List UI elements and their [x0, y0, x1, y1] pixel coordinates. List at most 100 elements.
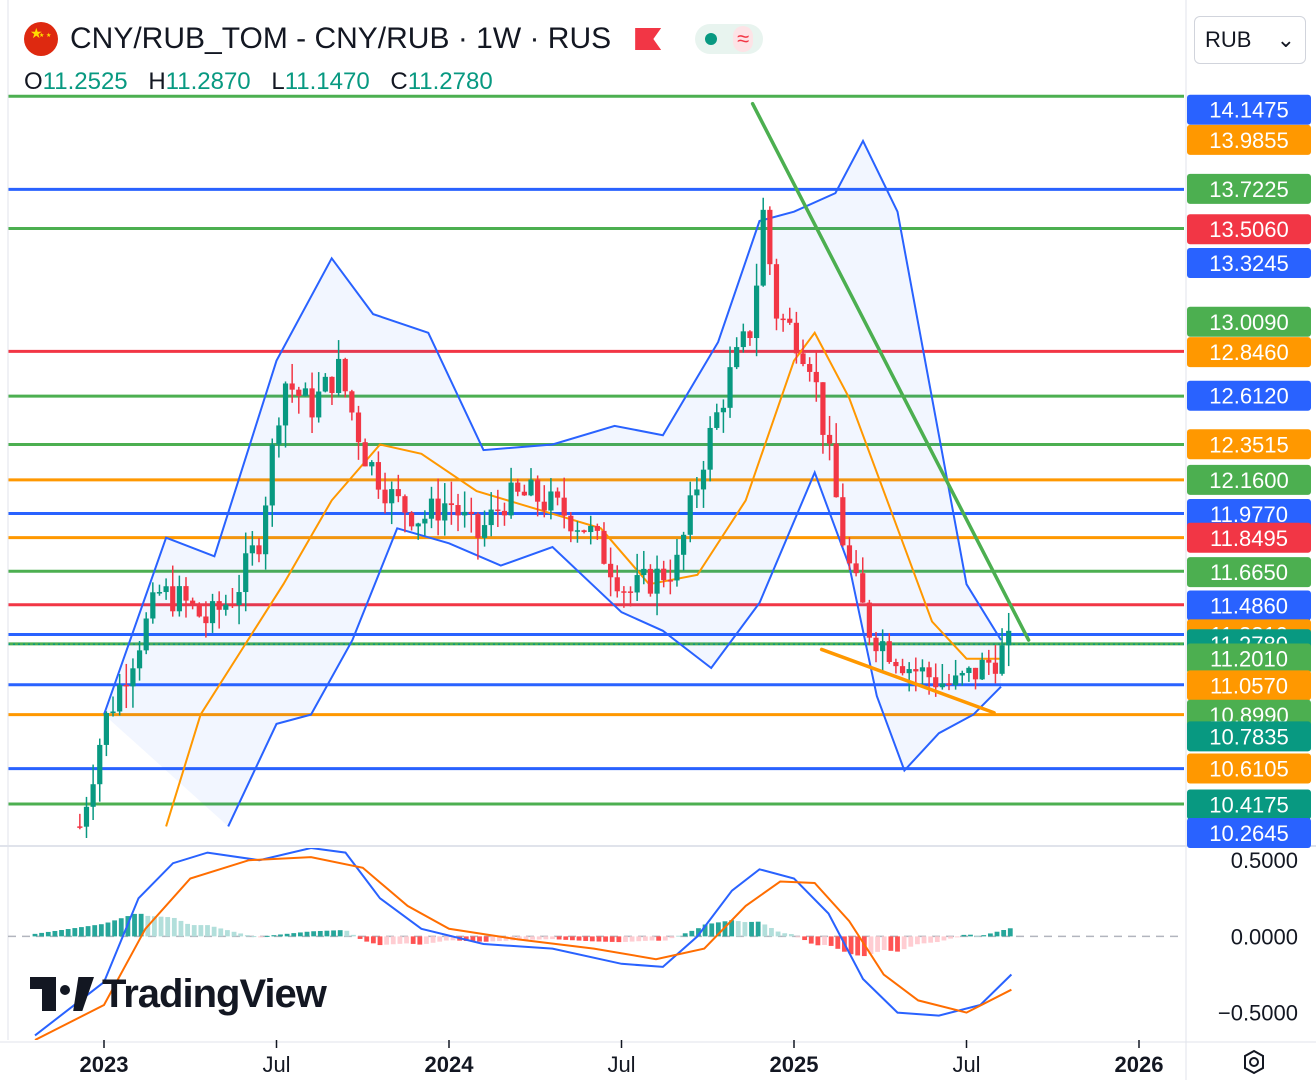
- macd-histogram-bar: [344, 930, 350, 937]
- macd-histogram-bar: [132, 913, 137, 937]
- macd-histogram-bar: [291, 933, 297, 937]
- macd-histogram-bar: [603, 936, 608, 942]
- candle-body: [170, 586, 176, 612]
- macd-histogram-bar: [98, 924, 104, 937]
- price-label-badge: [1187, 721, 1311, 752]
- candle-body: [846, 545, 853, 564]
- macd-histogram-bar: [636, 936, 642, 942]
- macd-histogram-bar: [158, 916, 164, 937]
- symbol-title[interactable]: CNY/RUB_TOM - CNY/RUB · 1W · RUS: [70, 22, 612, 55]
- macd-histogram-bar: [450, 936, 456, 941]
- macd-line: [34, 848, 1013, 1037]
- candle-body: [196, 604, 202, 617]
- candle-body: [687, 495, 693, 535]
- price-label: 13.5060: [1209, 217, 1289, 242]
- macd-histogram-bar: [656, 936, 662, 941]
- price-label: 11.0570: [1210, 673, 1288, 698]
- macd-histogram-bar: [550, 936, 555, 940]
- candle-body: [880, 641, 886, 652]
- macd-histogram-bar: [470, 936, 476, 942]
- tradingview-logo-icon: [30, 977, 94, 1011]
- currency-value: RUB: [1205, 27, 1252, 52]
- macd-histogram-bar: [278, 934, 283, 937]
- candle-body: [528, 479, 534, 496]
- macd-histogram-bar: [742, 922, 748, 937]
- price-label-badge: [1187, 429, 1311, 460]
- macd-histogram-bar: [948, 936, 953, 939]
- macd-histogram-bar: [775, 931, 781, 937]
- candle-body: [216, 601, 222, 610]
- candle-body: [681, 534, 687, 555]
- price-label-badge: [1187, 557, 1311, 588]
- price-label: 11.2010: [1210, 647, 1288, 672]
- price-label: 13.3245: [1209, 251, 1289, 276]
- candle-body: [229, 604, 236, 607]
- macd-histogram-bar: [218, 928, 224, 937]
- macd-histogram-bar: [696, 928, 701, 937]
- candle-body: [501, 510, 508, 516]
- macd-histogram-bar: [351, 934, 356, 937]
- price-label: 14.1475: [1209, 98, 1289, 123]
- macd-histogram-bar: [211, 926, 217, 937]
- candle-body: [793, 322, 799, 354]
- candle-body: [369, 462, 375, 467]
- macd-histogram-bar: [769, 928, 774, 937]
- candle-body: [720, 407, 727, 413]
- currency-select[interactable]: RUB ⌄: [1194, 16, 1306, 64]
- candle-body: [913, 669, 919, 672]
- candle-body: [176, 586, 182, 612]
- price-label-badge: [1187, 380, 1311, 411]
- candle-body: [515, 482, 521, 492]
- candle-body: [820, 382, 826, 435]
- candle-body: [442, 503, 448, 521]
- macd-histogram-bar: [915, 936, 920, 945]
- macd-histogram-bar: [649, 936, 655, 941]
- candle-body: [780, 318, 786, 321]
- macd-histogram-bar: [662, 936, 668, 941]
- candle-body: [767, 209, 773, 265]
- bollinger-lower-line: [227, 469, 1002, 827]
- candle-body: [740, 331, 746, 348]
- candle-body: [853, 563, 859, 574]
- macd-histogram-bar: [118, 918, 124, 937]
- macd-histogram-bar: [642, 936, 648, 941]
- candle-body: [992, 662, 999, 674]
- macd-histogram-bar: [390, 936, 396, 945]
- macd-histogram-bar: [1001, 929, 1007, 937]
- candle-body: [375, 462, 382, 490]
- candle-body: [588, 525, 594, 533]
- candle-body: [256, 545, 262, 555]
- time-label: Jul: [262, 1052, 290, 1077]
- candle-body: [223, 604, 229, 610]
- macd-histogram-bar: [901, 936, 907, 950]
- candle-body: [389, 489, 395, 504]
- macd-histogram-bar: [881, 936, 887, 951]
- price-label-badge: [1187, 464, 1311, 495]
- macd-histogram-bar: [198, 925, 204, 937]
- candle-body: [282, 383, 289, 426]
- candle-body: [90, 784, 96, 807]
- macd-histogram-bar: [722, 921, 728, 937]
- macd-histogram-bar: [377, 936, 383, 946]
- status-pill[interactable]: ≈: [695, 24, 764, 54]
- macd-histogram-bar: [682, 933, 688, 937]
- trendline[interactable]: [819, 647, 996, 715]
- macd-histogram-bar: [530, 936, 535, 940]
- candle-body: [249, 545, 255, 554]
- candle-body: [455, 505, 461, 516]
- candle-body: [972, 667, 979, 680]
- settings-icon[interactable]: [1240, 1048, 1268, 1076]
- candle-body: [654, 568, 660, 594]
- candle-body: [833, 443, 839, 498]
- price-label-badge: [1187, 124, 1311, 155]
- tradingview-logo[interactable]: TradingView: [30, 972, 327, 1016]
- flag-marker-icon[interactable]: [635, 28, 662, 50]
- candle-body: [634, 575, 640, 593]
- bollinger-fill: [104, 140, 1001, 827]
- price-label-badge: [1187, 214, 1311, 245]
- candle-body: [860, 573, 866, 603]
- macd-histogram-bar: [788, 934, 794, 937]
- trendline[interactable]: [750, 101, 1031, 642]
- candle-body: [316, 391, 322, 418]
